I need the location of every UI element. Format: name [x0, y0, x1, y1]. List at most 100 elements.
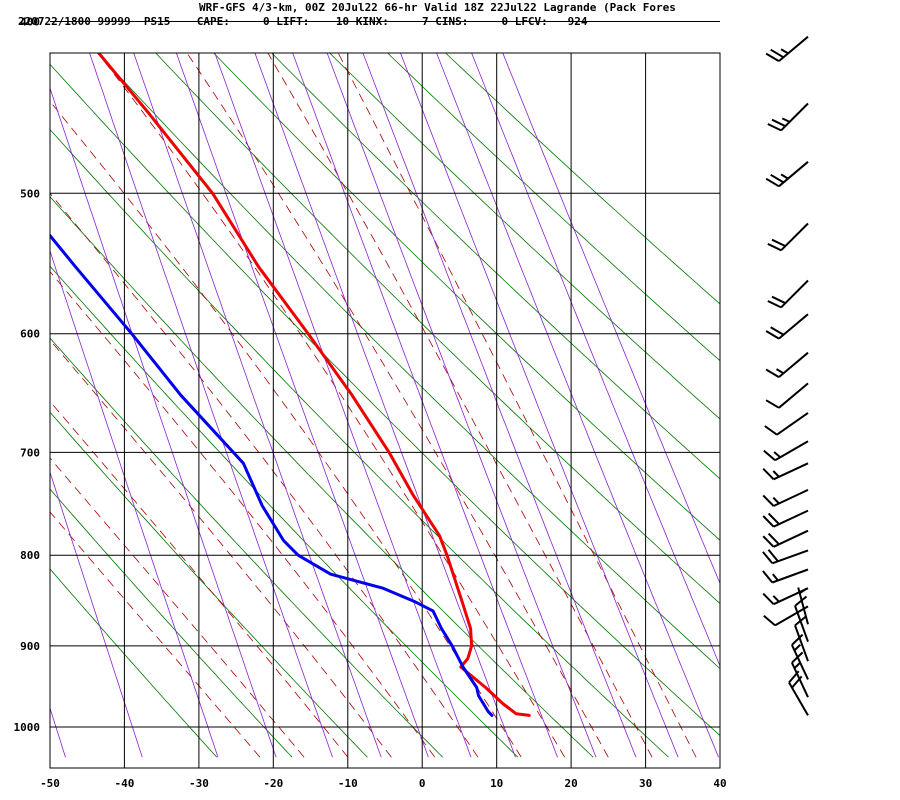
wind-barb	[764, 412, 809, 436]
pressure-tick-label: 700	[20, 446, 40, 459]
wind-barb-shaft	[773, 509, 809, 528]
mixing-ratio-line	[50, 87, 277, 758]
wind-barb-shaft	[771, 568, 809, 584]
wind-barb	[762, 549, 809, 565]
moist-adiabat	[50, 457, 305, 758]
wind-barb-shaft	[797, 587, 809, 625]
mixing-ratio-line	[175, 53, 429, 758]
wind-barb-shaft	[776, 412, 809, 436]
wind-barbs	[762, 35, 809, 716]
mixing-ratio-line	[50, 249, 219, 758]
mixing-ratio-line	[292, 53, 558, 758]
wind-barb-feather	[772, 595, 780, 603]
pressure-tick-labels: 400 500 600 700 800 900 1000	[14, 16, 41, 735]
wind-barb	[767, 222, 809, 252]
mixing-ratio-line	[326, 53, 597, 758]
sounding-title: WRF-GFS 4/3-km, 00Z 20Jul22 66-hr Valid …	[199, 1, 676, 14]
wind-barb-feather	[762, 494, 775, 507]
wind-barb-feather	[770, 326, 785, 336]
wind-barb	[765, 161, 809, 188]
wind-barb-feather	[770, 48, 785, 59]
wind-barb-feather	[772, 496, 780, 505]
wind-barb	[765, 351, 809, 378]
dry-adiabat	[444, 53, 720, 305]
moist-adiabat	[50, 339, 392, 758]
temperature-tick-label: 30	[639, 777, 652, 790]
wind-barb	[762, 488, 809, 507]
moist-adiabat	[50, 511, 261, 758]
temperature-tick-label: -20	[263, 777, 283, 790]
wind-barb	[762, 529, 809, 548]
wind-barb-shaft	[778, 382, 809, 409]
temperature-tick-label: -10	[338, 777, 358, 790]
wind-barb-shaft	[778, 351, 809, 378]
moist-adiabat	[50, 400, 349, 758]
wind-barb	[762, 509, 809, 528]
moist-adiabat	[186, 53, 609, 758]
moist-adiabat	[267, 53, 653, 758]
mixing-ratio-line	[502, 53, 720, 585]
wind-barb-feather	[762, 535, 775, 548]
grid	[49, 21, 721, 768]
mixing-ratio-line	[400, 53, 679, 758]
mixing-ratio-line	[133, 53, 382, 758]
wind-barb-feather	[793, 643, 802, 652]
wind-barb-feather	[773, 451, 781, 459]
temperature-tick-labels: -50 -40 -30 -20 -10 0 10 20 30 40	[40, 777, 727, 790]
wind-barb	[763, 440, 809, 462]
temperature-profile	[96, 53, 531, 717]
wind-barb-shaft	[778, 35, 809, 62]
temperature-tick-label: 10	[490, 777, 503, 790]
wind-barb-feather	[771, 238, 786, 248]
wind-barb	[762, 587, 809, 606]
moist-adiabat	[50, 192, 479, 758]
dry-adiabat	[50, 488, 293, 758]
wind-barb-feather	[772, 470, 780, 478]
wind-barb-feather	[762, 467, 775, 481]
wind-barb-shaft	[773, 587, 809, 606]
wind-barb-feather	[762, 570, 774, 584]
moist-adiabat	[50, 271, 436, 758]
wind-barb	[765, 313, 809, 340]
wind-barb-shaft	[790, 644, 809, 680]
wind-barb-shaft	[771, 549, 809, 565]
wind-barb	[763, 605, 809, 627]
wind-barb-feather	[765, 177, 780, 188]
mixing-ratio-line	[362, 53, 637, 758]
wind-barb-shaft	[780, 279, 809, 309]
wind-barb-feather	[762, 551, 774, 564]
dry-adiabat	[387, 53, 720, 362]
wind-barb	[762, 462, 809, 481]
moist-adiabat	[97, 53, 566, 758]
wind-barb-feather	[765, 330, 780, 340]
pressure-tick-label: 400	[20, 16, 40, 29]
temperature-tick-label: -40	[114, 777, 134, 790]
wind-barb-feather	[767, 512, 780, 525]
pressure-tick-label: 800	[20, 549, 40, 562]
wind-barb-shaft	[773, 529, 809, 548]
wind-barb-feather	[765, 368, 780, 378]
wind-barb-shaft	[790, 662, 809, 698]
wind-barb-feather	[775, 368, 785, 375]
temperature-tick-label: -50	[40, 777, 60, 790]
plot-frame	[49, 52, 721, 769]
temperature-tick-label: 20	[564, 777, 577, 790]
dry-adiabat	[50, 128, 669, 758]
temperature-tick-label: 0	[419, 777, 426, 790]
dry-adiabat	[50, 265, 519, 758]
wind-barb	[790, 633, 809, 680]
wind-barb	[762, 568, 809, 584]
wind-barb-shaft	[794, 625, 809, 662]
wind-barb-feather	[763, 449, 776, 462]
dry-adiabat	[329, 53, 720, 420]
wind-barb-feather	[767, 242, 782, 252]
dry-adiabat	[50, 196, 594, 758]
wind-barb-feather	[767, 532, 780, 545]
wind-barb-feather	[772, 573, 779, 582]
wind-barb	[765, 382, 809, 409]
dry-adiabat	[50, 63, 720, 737]
mixing-ratio-line	[254, 53, 516, 758]
wind-barb-shaft	[773, 488, 809, 507]
pressure-tick-label: 600	[20, 328, 40, 341]
wind-barb-shaft	[774, 605, 809, 627]
